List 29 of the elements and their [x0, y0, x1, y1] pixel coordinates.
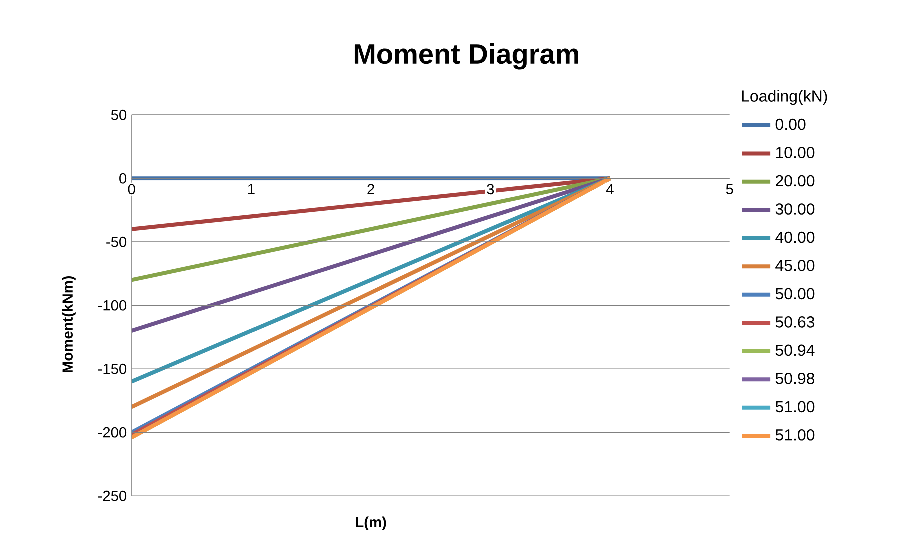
y-tick-label: 0: [120, 173, 127, 184]
x-tick-label: 3: [487, 184, 494, 195]
legend-label: 50.98: [776, 373, 815, 384]
y-tick-label: -200: [98, 427, 127, 438]
legend-title: Loading(kN): [742, 90, 828, 106]
y-tick-label: -100: [98, 300, 127, 311]
y-tick-label: -250: [98, 490, 127, 502]
legend-label: 50.00: [776, 288, 815, 300]
y-axis-title: Moment(kNm): [62, 276, 76, 373]
legend-label: 30.00: [776, 204, 815, 215]
legend-label: 50.94: [776, 344, 815, 356]
y-tick-label: -50: [106, 236, 127, 248]
y-tick-label: -150: [98, 364, 127, 374]
x-axis-title: L(m): [356, 516, 386, 530]
x-tick-label: 5: [726, 184, 734, 194]
legend-label: 45.00: [776, 260, 815, 272]
x-tick-label: 1: [248, 184, 255, 194]
x-tick-label: 2: [368, 184, 374, 194]
chart-title: Moment Diagram: [354, 44, 578, 70]
x-tick-label: 0: [128, 184, 136, 195]
legend-label: 10.00: [776, 147, 815, 158]
legend-label: 51.00: [776, 401, 815, 413]
y-tick-label: 50: [111, 110, 127, 120]
legend-label: 40.00: [776, 232, 815, 244]
x-tick-label: 4: [606, 184, 614, 194]
legend-label: 50.63: [776, 316, 815, 328]
legend-label: 51.00: [776, 429, 815, 441]
legend-label: 0.00: [776, 118, 806, 130]
legend-label: 20.00: [776, 175, 815, 187]
